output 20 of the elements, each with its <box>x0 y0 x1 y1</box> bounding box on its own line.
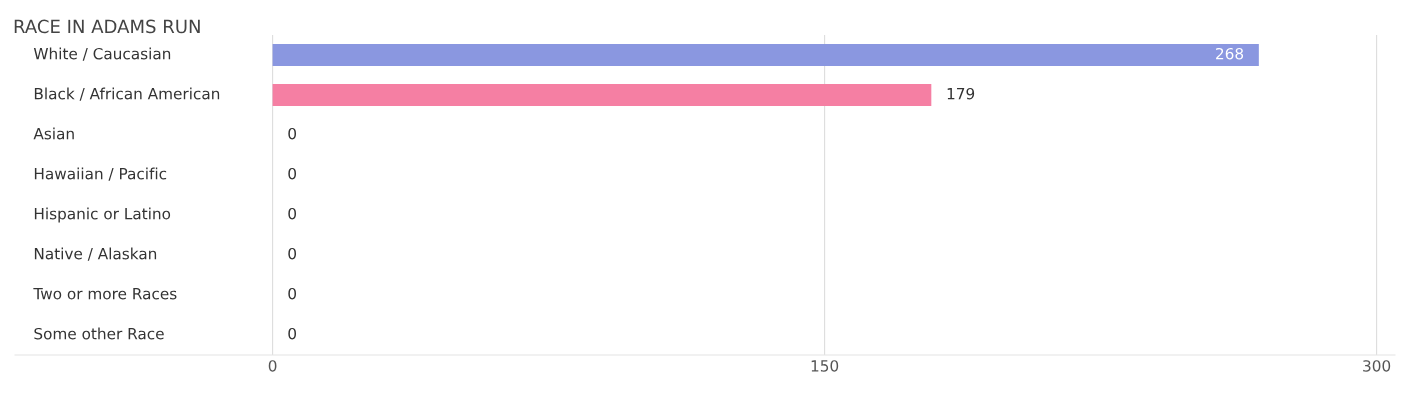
x-tick-label: 0 <box>268 360 277 372</box>
y-tick-label: Hawaiian / Pacific <box>34 167 167 181</box>
data-label: 0 <box>288 327 297 340</box>
data-label: 0 <box>288 207 297 220</box>
data-label: 0 <box>288 167 297 180</box>
y-tick-label: Black / African American <box>34 87 220 101</box>
y-tick-label: Some other Race <box>34 327 164 340</box>
data-label: 179 <box>947 87 975 100</box>
data-label: 0 <box>288 127 297 140</box>
y-tick-label: White / Caucasian <box>33 47 171 61</box>
data-label: 268 <box>1216 47 1244 60</box>
x-tick-label: 300 <box>1363 360 1391 372</box>
y-tick-label: Asian <box>33 127 74 140</box>
y-tick-label: Two or more Races <box>33 288 177 300</box>
chart-title: RACE IN ADAMS RUN <box>14 19 200 34</box>
data-label: 0 <box>288 247 297 260</box>
y-tick-label: Hispanic or Latino <box>34 207 171 223</box>
data-label: 0 <box>288 287 297 300</box>
x-tick-label: 150 <box>811 360 839 372</box>
y-tick-label: Native / Alaskan <box>34 247 157 261</box>
